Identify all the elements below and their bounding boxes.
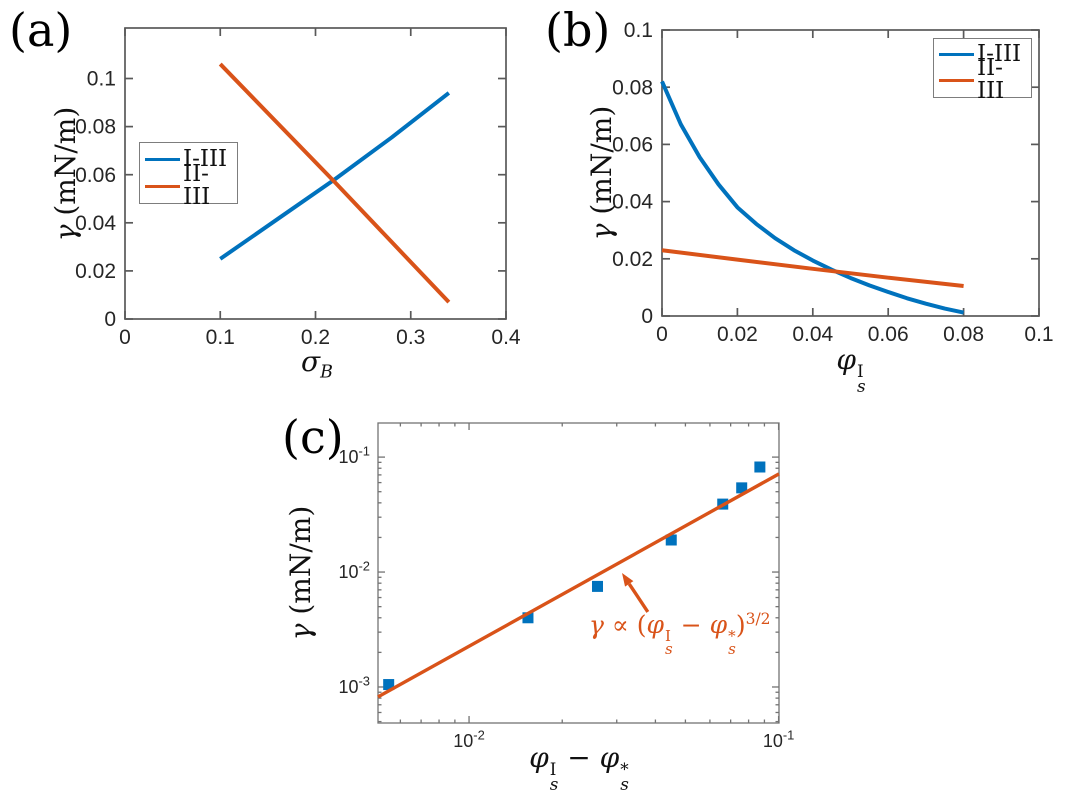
math-token: 3/2 xyxy=(745,610,771,628)
math-token: ) xyxy=(735,610,746,640)
chart-c: 10-2 10-1 10-3 10-2 10-1 xyxy=(338,422,794,751)
data-point xyxy=(522,612,534,624)
series-line-power-law xyxy=(377,472,780,699)
math-token: φ * s xyxy=(709,610,736,658)
tick-label: 0.06 xyxy=(75,164,116,187)
panel-b-legend: I-III II-III xyxy=(933,38,1032,103)
axes-frame xyxy=(661,29,1040,317)
math-token: φ * s xyxy=(599,741,629,794)
math-token: (mN/m) xyxy=(585,105,618,224)
line-swatch-orange xyxy=(145,184,180,188)
math-token: γ xyxy=(49,224,82,242)
data-point xyxy=(754,461,766,473)
tick-label: 0.1 xyxy=(1024,323,1053,346)
panel-a-legend: I-III II-III xyxy=(139,142,238,209)
tick-label: 10-2 xyxy=(338,559,370,583)
math-token: ∝ ( xyxy=(603,610,647,640)
tick-label: 0.04 xyxy=(612,191,653,214)
series-scatter-data-points xyxy=(383,461,766,691)
tick-label: 0.02 xyxy=(717,323,758,346)
chart-b: 0 0.02 0.04 0.06 0.08 0.1 0 0.02 0.04 0.06 0.08 0.1 xyxy=(612,19,1053,346)
math-token: (mN/m) xyxy=(284,505,317,624)
tick-label: 0 xyxy=(104,308,116,331)
series-line-I-III xyxy=(660,80,965,315)
tick-label: 0.1 xyxy=(206,326,235,349)
tick-labels: 10-2 10-1 10-3 10-2 10-1 xyxy=(338,444,794,751)
tick-label: 0.04 xyxy=(792,323,833,346)
tick-labels: 0 0.1 0.2 0.3 0.4 0 0.02 0.04 0.06 0.08 0.1 xyxy=(75,68,521,349)
tick-label: 10-2 xyxy=(453,727,485,751)
tick-label: 10-1 xyxy=(338,444,370,468)
tick-label: 0.02 xyxy=(75,260,116,283)
annotation-arrow xyxy=(622,573,650,613)
legend-row: I-III xyxy=(145,146,233,172)
legend-row: I-III xyxy=(939,42,1027,66)
tick-label: 0.4 xyxy=(491,326,521,349)
tick-label: 0.1 xyxy=(624,19,653,42)
legend-row: II-III xyxy=(939,57,1027,103)
panel-a-label: (a) xyxy=(9,3,73,57)
math-token: γ xyxy=(585,223,618,241)
tick-label: 10-1 xyxy=(763,727,795,751)
panel-b-ylabel: γ (mN/m) xyxy=(585,105,618,241)
tick-label: 0.04 xyxy=(75,212,116,235)
tick-label: 0.3 xyxy=(396,326,425,349)
panel-c-ylabel: γ (mN/m) xyxy=(284,505,317,641)
tick-label: 0.02 xyxy=(612,248,653,271)
math-token: (mN/m) xyxy=(49,106,82,225)
tick-label: 0 xyxy=(656,323,668,346)
panel-b-label: (b) xyxy=(545,3,611,57)
data-point xyxy=(665,534,677,546)
tick-label: 10-3 xyxy=(338,674,370,698)
math-token: σ xyxy=(301,345,321,378)
legend-label: II-III xyxy=(183,161,211,210)
math-token: γ xyxy=(589,610,604,640)
panel-a-xlabel: σB xyxy=(301,348,333,382)
tick-label: 0.08 xyxy=(943,323,984,346)
legend-label: I-III xyxy=(183,145,228,172)
tick-labels: 0 0.02 0.04 0.06 0.08 0.1 0 0.02 0.04 0.06 0.08 0.1 xyxy=(612,19,1053,346)
tick-label: 0.08 xyxy=(612,76,653,99)
series-line-II-III xyxy=(218,62,451,304)
data-point xyxy=(736,482,748,494)
math-token: γ xyxy=(284,623,317,641)
math-token: B xyxy=(320,362,333,383)
legend-label: II-III xyxy=(977,55,1005,104)
data-point xyxy=(592,580,604,592)
axes-frame xyxy=(377,422,780,724)
legend-row: II-III xyxy=(145,163,233,209)
chart-a: 0 0.1 0.2 0.3 0.4 0 0.02 0.04 0.06 0.08 0.1 xyxy=(75,27,521,349)
line-swatch-blue xyxy=(939,52,974,56)
tick-label: 0.2 xyxy=(301,326,330,349)
math-token: − xyxy=(672,610,710,640)
tick-label: 0 xyxy=(119,326,131,349)
tick-label: 0.06 xyxy=(868,323,909,346)
tick-label: 0.06 xyxy=(612,134,653,157)
data-point xyxy=(383,679,395,691)
legend-label: I-III xyxy=(977,40,1022,67)
series-line-II-III xyxy=(661,248,964,288)
line-swatch-blue xyxy=(145,157,180,161)
math-token: − xyxy=(558,741,600,774)
line-swatch-orange xyxy=(939,78,974,82)
ticks xyxy=(661,29,1040,317)
panel-c-label: (c) xyxy=(282,410,344,464)
panel-a-ylabel: γ (mN/m) xyxy=(49,106,82,242)
tick-label: 0.08 xyxy=(75,116,116,139)
ticks xyxy=(378,423,780,723)
tick-label: 0.1 xyxy=(87,68,116,91)
series-line-I-III xyxy=(219,91,451,261)
tick-label: 0 xyxy=(641,305,653,328)
ticks xyxy=(124,28,507,320)
